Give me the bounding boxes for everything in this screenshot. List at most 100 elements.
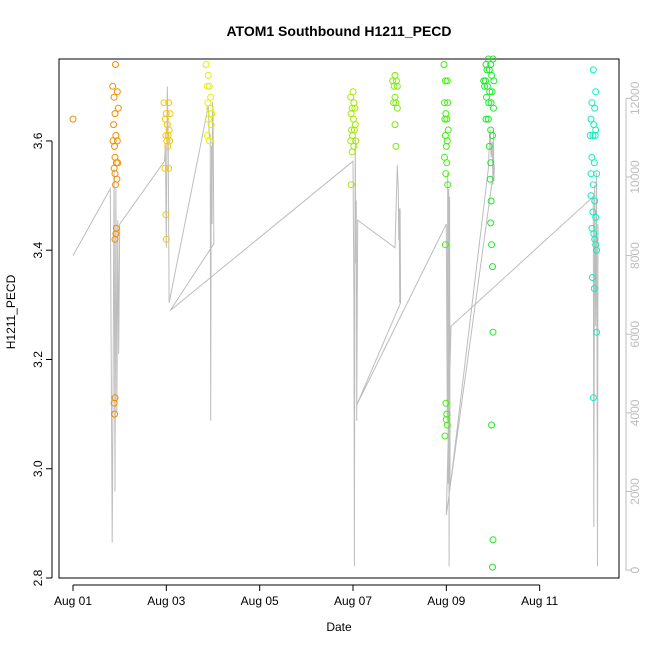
- data-point: [485, 99, 493, 107]
- x-tick-label: Aug 11: [521, 594, 558, 608]
- data-point: [114, 159, 122, 167]
- data-point: [392, 142, 400, 150]
- series-aug-09: [480, 55, 498, 571]
- data-point: [442, 399, 450, 407]
- data-point: [204, 115, 212, 123]
- points-layer: [69, 55, 601, 571]
- y2-tick-label: 6000: [628, 321, 642, 348]
- data-point: [390, 99, 398, 107]
- y2-tick-label: 0: [628, 566, 642, 573]
- chart-title: ATOM1 Southbound H1211_PECD: [226, 23, 451, 39]
- trace-layer: [72, 86, 599, 567]
- data-point: [589, 394, 597, 402]
- data-point: [587, 192, 595, 200]
- x-axis-label: Date: [326, 620, 352, 634]
- y2-tick-label: 10000: [628, 160, 642, 194]
- data-point: [164, 142, 172, 150]
- data-point: [489, 263, 496, 271]
- data-point: [69, 115, 77, 123]
- plot-frame: [58, 58, 620, 579]
- data-point: [440, 61, 448, 68]
- data-point: [351, 104, 359, 112]
- data-point: [488, 421, 496, 429]
- data-point: [489, 328, 497, 336]
- data-point: [111, 235, 119, 243]
- data-point: [489, 536, 497, 544]
- data-point: [589, 66, 597, 74]
- data-point: [489, 132, 496, 139]
- data-point: [443, 421, 451, 429]
- data-point: [484, 115, 492, 123]
- data-point: [441, 241, 449, 249]
- y2-tick-label: 8000: [628, 242, 642, 269]
- data-point: [442, 110, 450, 118]
- data-point: [161, 164, 169, 172]
- data-point: [443, 115, 451, 123]
- data-point: [111, 410, 118, 418]
- data-point: [113, 88, 121, 96]
- series-aug-01: [69, 61, 122, 418]
- data-point: [443, 137, 451, 145]
- data-point: [166, 110, 174, 118]
- data-point: [205, 82, 213, 90]
- data-point: [393, 82, 401, 90]
- x-tick-label: Aug 05: [241, 594, 279, 608]
- data-point: [160, 99, 168, 107]
- x-tick-label: Aug 01: [54, 594, 92, 608]
- data-point: [444, 126, 452, 134]
- data-point: [207, 93, 215, 101]
- data-point: [588, 99, 596, 107]
- series-aug-02: [160, 99, 174, 243]
- y2-tick-label: 2000: [628, 478, 642, 505]
- data-point: [207, 121, 215, 129]
- data-point: [444, 99, 452, 107]
- data-point: [110, 93, 118, 101]
- data-point: [588, 274, 596, 281]
- data-point: [591, 197, 599, 205]
- data-point: [587, 115, 595, 123]
- data-point: [487, 159, 495, 167]
- data-point: [589, 132, 597, 139]
- data-point: [348, 148, 356, 156]
- y-axis-label: H1211_PECD: [4, 274, 18, 349]
- data-point: [488, 241, 496, 249]
- data-point: [593, 170, 601, 178]
- secondary-trace-line: [72, 86, 599, 567]
- data-point: [486, 88, 494, 96]
- data-point: [204, 71, 212, 79]
- data-point: [441, 99, 448, 107]
- y2-tick-label: 12000: [628, 81, 642, 115]
- series-aug-08: [440, 61, 452, 440]
- data-point: [482, 115, 490, 123]
- data-point: [488, 88, 496, 96]
- data-point: [391, 121, 399, 129]
- data-point: [443, 77, 451, 85]
- data-point: [109, 82, 117, 90]
- data-point: [205, 137, 213, 145]
- data-point: [111, 110, 119, 118]
- axes: 2.8 3.0 3.2 3.4 3.6 Aug 01 Aug 03 Aug 05 Aug 07 A…: [31, 81, 642, 608]
- data-point: [203, 82, 211, 90]
- y-tick-label: 3.4: [31, 242, 45, 259]
- data-point: [162, 235, 170, 243]
- data-point: [208, 110, 216, 118]
- data-point: [110, 399, 118, 407]
- data-point: [347, 181, 355, 189]
- data-point: [487, 197, 495, 205]
- data-point: [590, 285, 598, 292]
- series-aug-03: [202, 61, 216, 145]
- data-point: [441, 77, 449, 85]
- data-point: [112, 61, 119, 68]
- data-point: [441, 432, 449, 440]
- data-point: [393, 104, 401, 112]
- data-point: [113, 137, 121, 145]
- data-point: [591, 104, 599, 112]
- y-tick-label: 3.0: [31, 460, 45, 477]
- data-point: [591, 132, 599, 139]
- data-point: [593, 328, 601, 336]
- data-point: [349, 88, 357, 96]
- data-point: [593, 246, 601, 254]
- data-point: [114, 104, 122, 112]
- series-aug-12: [586, 66, 601, 402]
